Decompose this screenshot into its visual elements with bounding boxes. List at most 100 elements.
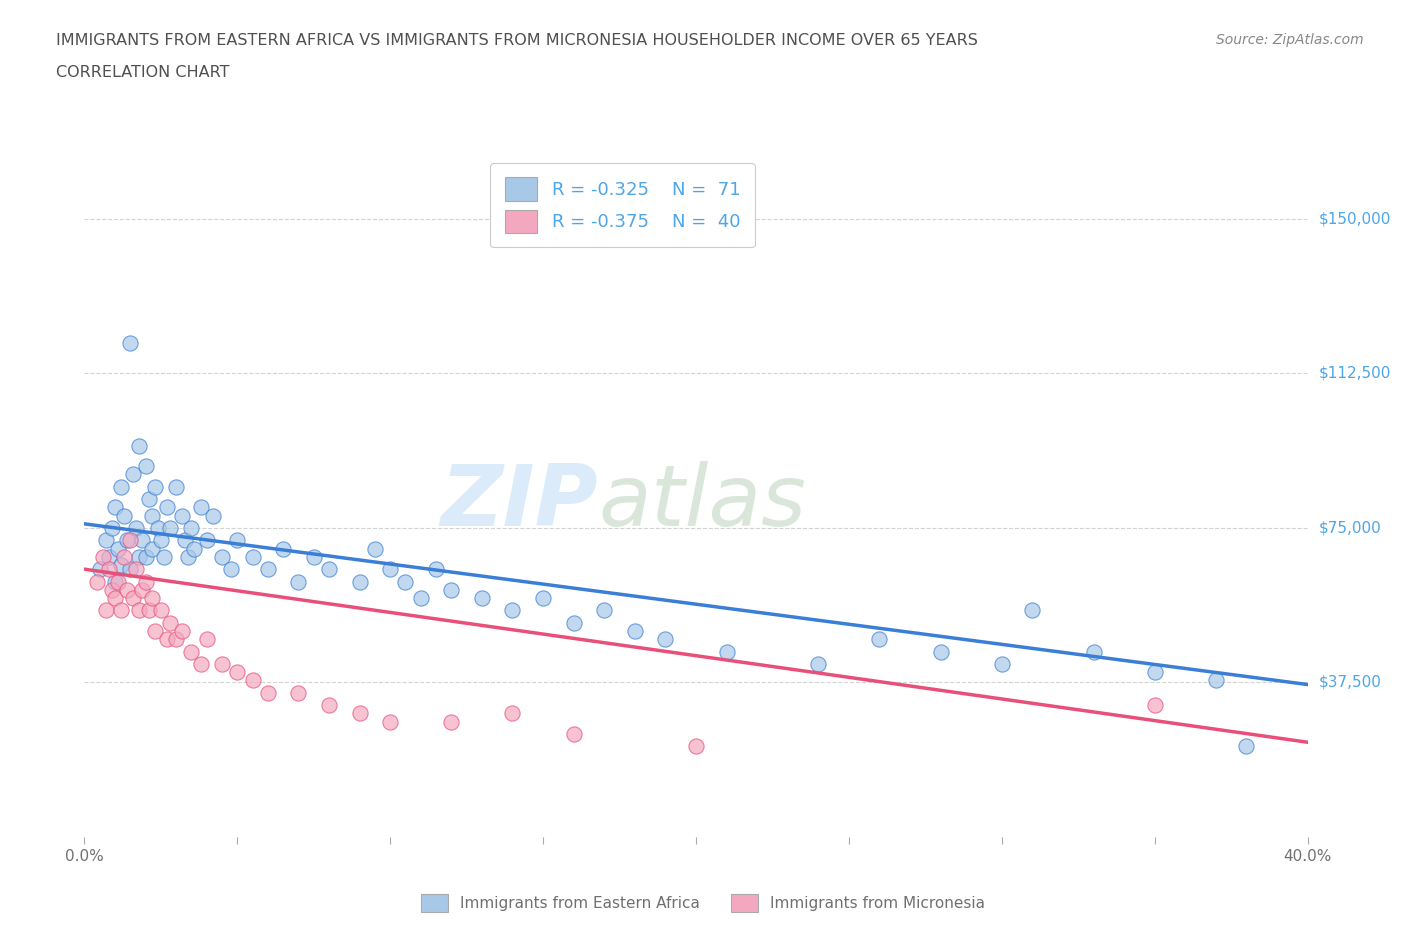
Point bbox=[183, 541, 205, 556]
Point bbox=[531, 591, 554, 605]
Point bbox=[502, 706, 524, 721]
Point bbox=[380, 714, 402, 729]
Point bbox=[131, 582, 153, 597]
Point bbox=[807, 657, 830, 671]
Point bbox=[174, 533, 197, 548]
Point bbox=[1205, 673, 1227, 688]
Point bbox=[143, 623, 166, 638]
Point bbox=[177, 550, 200, 565]
Point bbox=[349, 706, 371, 721]
Point bbox=[104, 591, 127, 605]
Point bbox=[110, 479, 132, 494]
Point bbox=[190, 657, 212, 671]
Point bbox=[112, 550, 135, 565]
Point bbox=[380, 562, 402, 577]
Point bbox=[86, 574, 108, 589]
Point bbox=[135, 550, 157, 565]
Point bbox=[440, 582, 463, 597]
Point bbox=[257, 562, 280, 577]
Point bbox=[190, 500, 212, 515]
Point bbox=[112, 508, 135, 523]
Text: Source: ZipAtlas.com: Source: ZipAtlas.com bbox=[1216, 33, 1364, 46]
Point bbox=[128, 603, 150, 618]
Point bbox=[1234, 739, 1257, 754]
Point bbox=[138, 603, 160, 618]
Text: $150,000: $150,000 bbox=[1319, 211, 1391, 226]
Point bbox=[257, 685, 280, 700]
Point bbox=[195, 631, 218, 646]
Point bbox=[120, 533, 142, 548]
Point bbox=[226, 665, 249, 680]
Legend: Immigrants from Eastern Africa, Immigrants from Micronesia: Immigrants from Eastern Africa, Immigran… bbox=[415, 888, 991, 918]
Point bbox=[110, 558, 132, 573]
Point bbox=[125, 521, 148, 536]
Point bbox=[135, 458, 157, 473]
Point bbox=[146, 521, 169, 536]
Point bbox=[104, 500, 127, 515]
Point bbox=[141, 508, 163, 523]
Text: $75,000: $75,000 bbox=[1319, 521, 1382, 536]
Point bbox=[159, 521, 181, 536]
Legend: R = -0.325    N =  71, R = -0.375    N =  40: R = -0.325 N = 71, R = -0.375 N = 40 bbox=[491, 163, 755, 247]
Text: CORRELATION CHART: CORRELATION CHART bbox=[56, 65, 229, 80]
Point bbox=[180, 644, 202, 659]
Point bbox=[425, 562, 447, 577]
Text: ZIP: ZIP bbox=[440, 460, 598, 544]
Point bbox=[654, 631, 676, 646]
Point bbox=[138, 492, 160, 507]
Text: $37,500: $37,500 bbox=[1319, 675, 1382, 690]
Point bbox=[156, 631, 179, 646]
Point bbox=[115, 582, 138, 597]
Point bbox=[219, 562, 242, 577]
Point bbox=[141, 541, 163, 556]
Point bbox=[89, 562, 111, 577]
Point bbox=[593, 603, 616, 618]
Point bbox=[97, 562, 120, 577]
Point bbox=[115, 533, 138, 548]
Point bbox=[120, 335, 142, 350]
Point bbox=[201, 508, 224, 523]
Point bbox=[165, 479, 187, 494]
Point bbox=[1143, 665, 1166, 680]
Point bbox=[104, 574, 127, 589]
Point bbox=[122, 591, 145, 605]
Point bbox=[364, 541, 387, 556]
Point bbox=[128, 550, 150, 565]
Point bbox=[143, 479, 166, 494]
Point bbox=[1143, 698, 1166, 712]
Point bbox=[1083, 644, 1105, 659]
Point bbox=[172, 508, 194, 523]
Point bbox=[101, 582, 124, 597]
Point bbox=[131, 533, 153, 548]
Point bbox=[211, 657, 233, 671]
Point bbox=[226, 533, 249, 548]
Point bbox=[349, 574, 371, 589]
Point bbox=[624, 623, 647, 638]
Point bbox=[101, 521, 124, 536]
Point bbox=[141, 591, 163, 605]
Point bbox=[94, 533, 117, 548]
Point bbox=[122, 467, 145, 482]
Text: atlas: atlas bbox=[598, 460, 806, 544]
Point bbox=[242, 673, 264, 688]
Point bbox=[153, 550, 176, 565]
Point bbox=[716, 644, 738, 659]
Point bbox=[394, 574, 416, 589]
Point bbox=[318, 698, 340, 712]
Point bbox=[165, 631, 187, 646]
Point bbox=[107, 541, 129, 556]
Point bbox=[97, 550, 120, 565]
Point bbox=[562, 726, 585, 741]
Point bbox=[149, 533, 172, 548]
Point bbox=[172, 623, 194, 638]
Point bbox=[91, 550, 114, 565]
Point bbox=[869, 631, 891, 646]
Point bbox=[562, 616, 585, 631]
Point bbox=[502, 603, 524, 618]
Point bbox=[302, 550, 325, 565]
Point bbox=[110, 603, 132, 618]
Point bbox=[1021, 603, 1043, 618]
Text: $112,500: $112,500 bbox=[1319, 365, 1391, 381]
Point bbox=[242, 550, 264, 565]
Point bbox=[685, 739, 707, 754]
